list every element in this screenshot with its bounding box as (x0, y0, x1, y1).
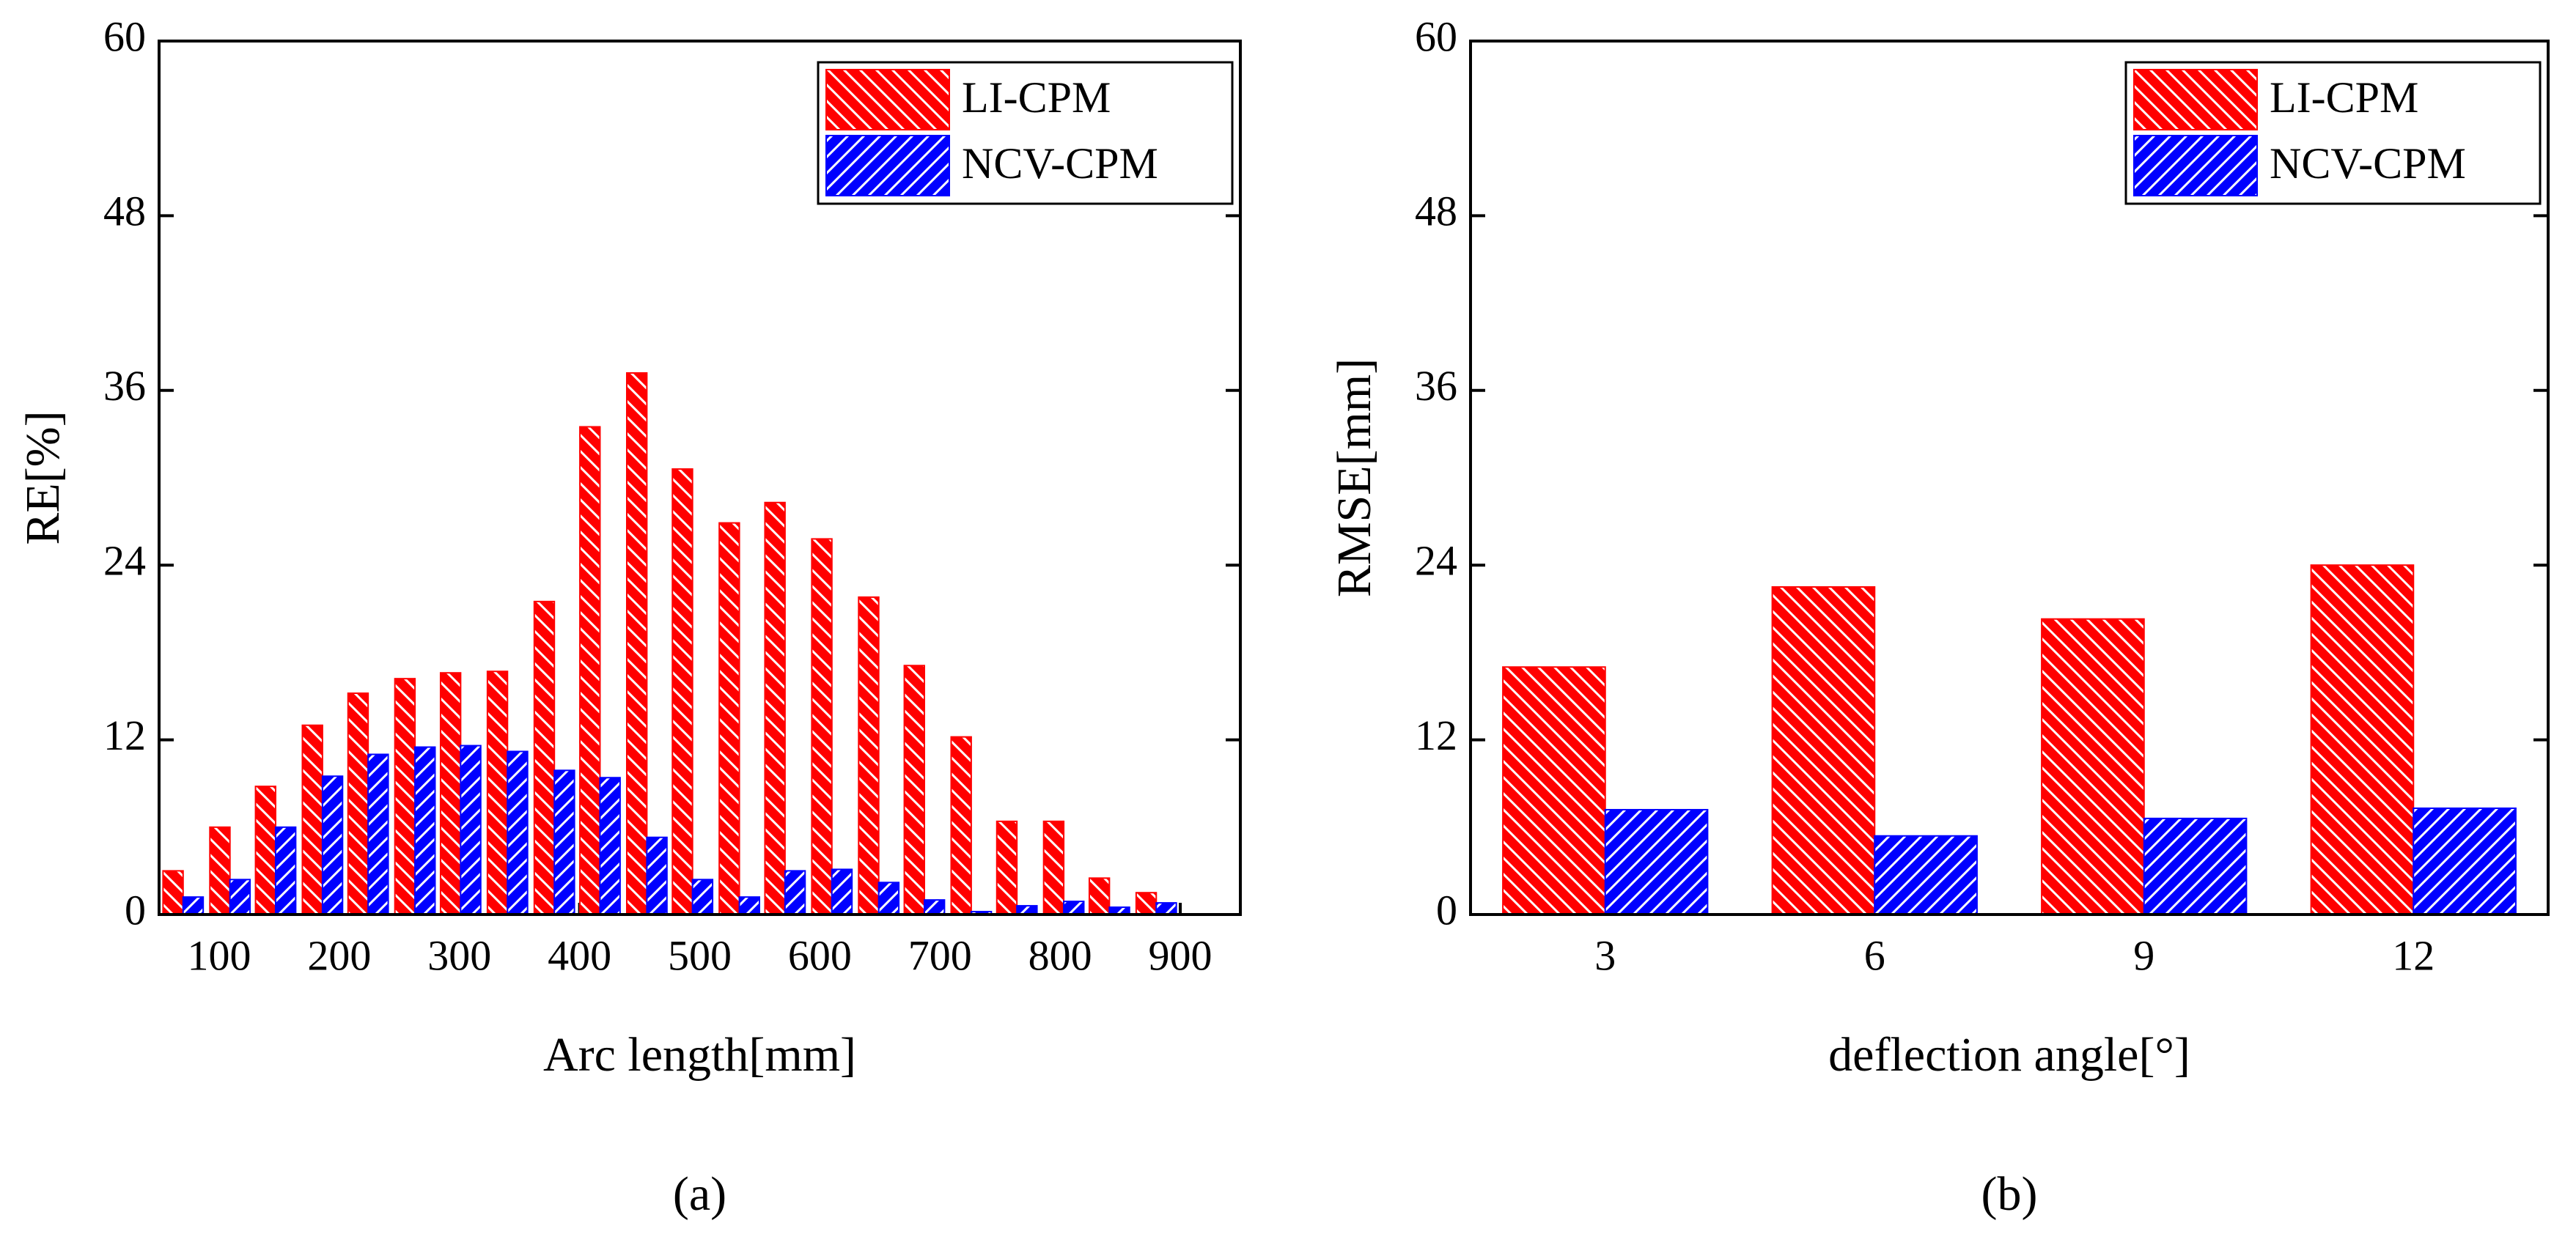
bar (229, 879, 251, 915)
bar (1874, 835, 1978, 915)
x-tick-label: 800 (1028, 931, 1092, 979)
bar (764, 501, 786, 915)
bar (2143, 817, 2248, 915)
bar (347, 692, 369, 915)
bar (784, 870, 806, 916)
bar (274, 826, 297, 916)
bar (414, 746, 436, 915)
legend-swatch (2133, 69, 2258, 130)
y-tick-label: 0 (1436, 886, 1457, 934)
bar (738, 896, 760, 916)
bar (996, 820, 1018, 916)
bar (1042, 820, 1065, 916)
bar (625, 372, 648, 915)
x-tick-label: 400 (548, 931, 611, 979)
bar (1088, 877, 1111, 916)
bar (1771, 586, 1876, 915)
bar (599, 777, 621, 915)
x-tick-label: 900 (1149, 931, 1212, 979)
x-tick-label: 3 (1594, 931, 1616, 979)
bar (2413, 807, 2517, 916)
bar (1502, 666, 1606, 915)
x-tick-label: 9 (2133, 931, 2154, 979)
bar (2310, 564, 2415, 915)
caption: (a) (673, 1167, 726, 1221)
legend-swatch (2133, 135, 2258, 196)
bar (301, 724, 323, 915)
bar (1604, 808, 1709, 915)
bar (553, 769, 575, 915)
y-axis-label: RMSE[mm] (1328, 358, 1381, 597)
x-tick-label: 6 (1864, 931, 1885, 979)
bar (460, 745, 482, 916)
y-tick-label: 48 (103, 188, 146, 235)
bar (646, 836, 668, 915)
bar (671, 468, 693, 915)
bar (811, 538, 833, 915)
x-tick-label: 12 (2392, 931, 2435, 979)
bar (394, 678, 416, 915)
bar (903, 665, 925, 916)
x-tick-label: 300 (427, 931, 491, 979)
plot-frame (158, 40, 1242, 916)
legend-label: LI-CPM (2270, 73, 2418, 122)
bar (507, 750, 529, 915)
legend-swatch (825, 135, 950, 196)
bar (691, 879, 714, 915)
x-tick-label: 600 (788, 931, 852, 979)
bar (439, 672, 462, 915)
y-axis-label: RE[%] (16, 410, 70, 544)
legend-label: NCV-CPM (2270, 139, 2466, 188)
legend-label: NCV-CPM (962, 139, 1158, 188)
x-tick-label: 700 (908, 931, 972, 979)
bar (533, 600, 556, 915)
bar (950, 736, 972, 915)
bar (182, 896, 205, 916)
bar (579, 426, 601, 915)
y-tick-label: 36 (103, 362, 146, 410)
bar (367, 753, 389, 916)
x-tick-label: 500 (668, 931, 732, 979)
y-tick-label: 60 (103, 12, 146, 60)
x-axis-label: Arc length[mm] (543, 1028, 856, 1082)
y-tick-label: 36 (1415, 362, 1457, 410)
bar (162, 870, 184, 916)
y-tick-label: 24 (1415, 537, 1457, 585)
bar (209, 826, 231, 916)
bar (1135, 892, 1158, 915)
bar (321, 775, 344, 916)
bar (923, 899, 946, 915)
y-tick-label: 0 (125, 886, 146, 934)
bar (254, 786, 276, 915)
x-tick-label: 100 (187, 931, 251, 979)
bar (877, 882, 900, 915)
y-tick-label: 60 (1415, 12, 1457, 60)
bar (1063, 901, 1085, 915)
y-tick-label: 12 (1415, 712, 1457, 759)
bar (1155, 902, 1177, 916)
y-tick-label: 48 (1415, 188, 1457, 235)
bar (718, 522, 740, 915)
bar (858, 596, 880, 915)
plot-frame (1469, 40, 2550, 916)
x-axis-label: deflection angle[°] (1828, 1028, 2190, 1082)
y-tick-label: 12 (103, 712, 146, 759)
bar (486, 670, 509, 916)
legend-label: LI-CPM (962, 73, 1111, 122)
x-tick-label: 200 (307, 931, 371, 979)
bar (2041, 618, 2145, 915)
legend-swatch (825, 69, 950, 130)
caption: (b) (1981, 1167, 2038, 1221)
bar (831, 868, 853, 915)
y-tick-label: 24 (103, 537, 146, 585)
